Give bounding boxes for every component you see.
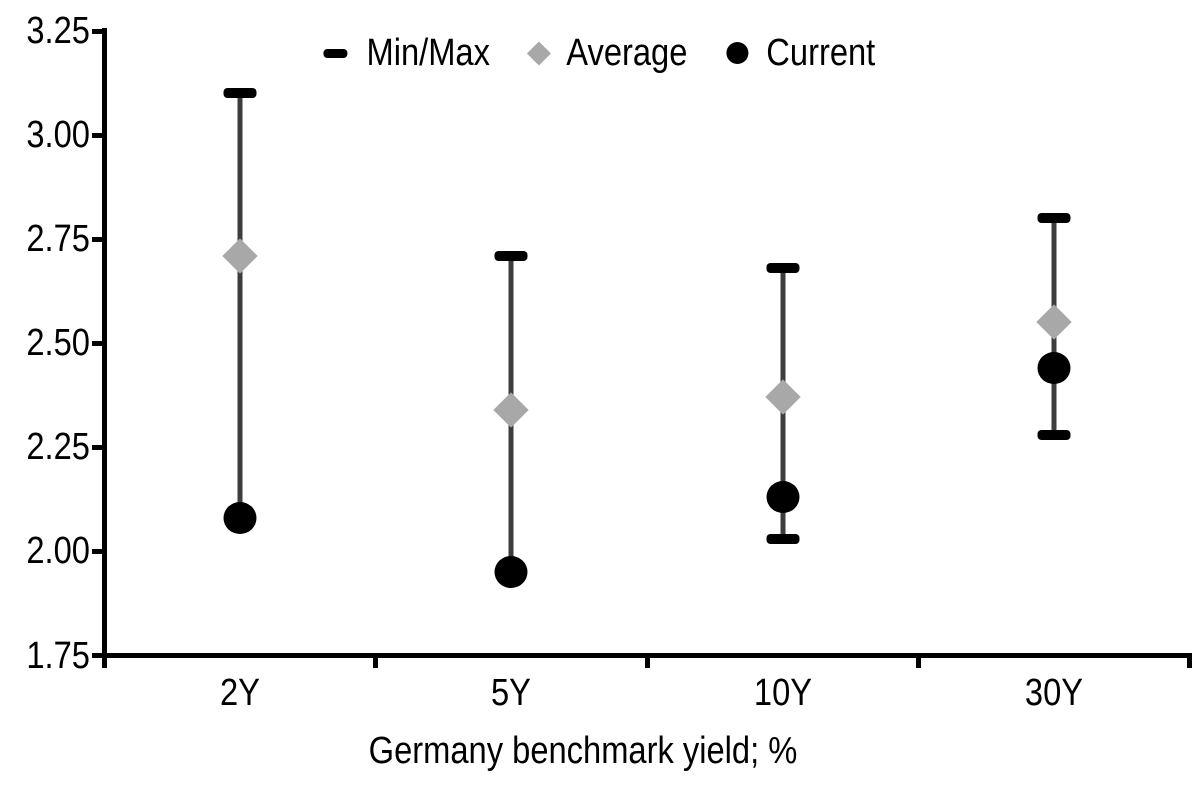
legend-label-minmax: Min/Max xyxy=(366,32,490,74)
y-tick xyxy=(92,236,102,242)
y-tick-label: 2.75 xyxy=(6,217,90,261)
average-marker-2Y xyxy=(222,238,258,274)
x-tick-label: 5Y xyxy=(488,671,534,715)
x-tick xyxy=(915,658,921,668)
x-tick-label-text: 10Y xyxy=(753,672,812,714)
max-cap-2Y xyxy=(223,88,257,99)
x-tick xyxy=(373,658,379,668)
y-tick xyxy=(92,444,102,450)
x-axis-title: Germany benchmark yield; % xyxy=(368,730,798,772)
y-tick-label: 2.50 xyxy=(6,321,90,365)
average-marker-30Y xyxy=(1036,304,1072,341)
x-tick-label: 2Y xyxy=(217,671,263,715)
x-tick-label-text: 5Y xyxy=(491,672,532,714)
x-tick xyxy=(644,658,650,668)
y-tick-label-text: 3.25 xyxy=(26,10,90,52)
x-tick xyxy=(102,658,107,668)
max-cap-5Y xyxy=(494,250,528,261)
current-marker-2Y xyxy=(223,502,257,535)
y-tick-label-text: 3.00 xyxy=(26,114,90,157)
y-tick xyxy=(92,340,102,346)
average-marker-10Y xyxy=(764,379,801,416)
x-tick xyxy=(1187,658,1192,668)
y-tick-label-text: 2.25 xyxy=(26,426,90,469)
legend-label-average: Average xyxy=(565,32,687,74)
legend-label-current: Current xyxy=(766,32,876,74)
y-tick-label: 3.00 xyxy=(6,113,90,157)
max-cap-10Y xyxy=(766,263,800,274)
legend-item-current: Current xyxy=(726,31,885,75)
y-tick xyxy=(92,548,102,554)
legend-item-minmax: Min/Max xyxy=(323,31,500,75)
x-tick-label: 30Y xyxy=(1020,671,1088,715)
max-cap-30Y xyxy=(1037,213,1071,224)
legend: Min/Max Average Current xyxy=(323,31,884,75)
x-tick-label-text: 30Y xyxy=(1024,672,1083,714)
y-tick-label-text: 2.00 xyxy=(26,530,90,573)
current-marker-10Y xyxy=(766,481,800,514)
y-tick xyxy=(92,653,102,658)
y-tick-label-text: 2.50 xyxy=(26,322,90,365)
range-bar-2Y xyxy=(237,93,243,519)
y-tick xyxy=(92,28,102,34)
y-tick xyxy=(92,132,102,138)
y-tick-label: 3.25 xyxy=(6,9,90,53)
y-tick-label-text: 1.75 xyxy=(26,634,90,677)
y-axis-line xyxy=(102,28,107,659)
average-diamond-icon xyxy=(526,40,551,66)
legend-item-average: Average xyxy=(526,31,697,75)
min-cap-10Y xyxy=(766,533,800,544)
y-tick-label-text: 2.75 xyxy=(26,218,90,261)
y-tick-label: 2.25 xyxy=(6,425,90,469)
minmax-dash-icon xyxy=(323,48,348,58)
x-tick-label-text: 2Y xyxy=(220,672,261,714)
x-tick-label: 10Y xyxy=(749,671,817,715)
current-marker-30Y xyxy=(1037,352,1071,385)
current-marker-5Y xyxy=(494,556,528,589)
min-cap-30Y xyxy=(1037,429,1071,440)
x-axis-line xyxy=(102,653,1192,658)
average-marker-5Y xyxy=(493,392,530,428)
current-circle-icon xyxy=(726,42,749,64)
y-tick-label: 1.75 xyxy=(6,634,90,678)
y-tick-label: 2.00 xyxy=(6,529,90,573)
